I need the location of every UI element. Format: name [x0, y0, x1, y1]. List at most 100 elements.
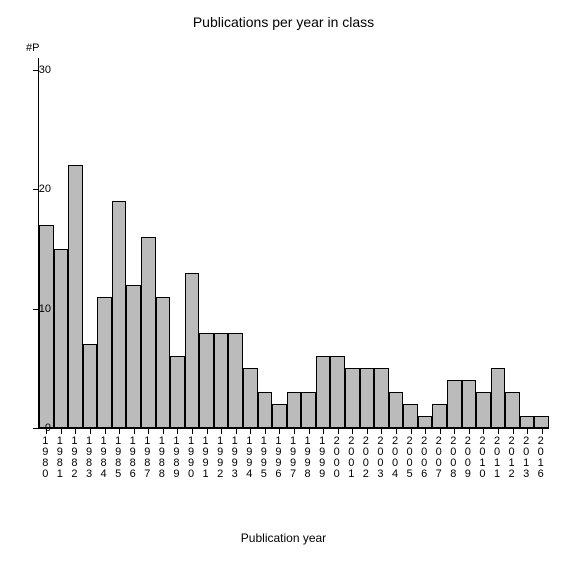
x-tick-label: 2010 [476, 436, 488, 480]
bar [432, 404, 447, 428]
x-tick-label: 2009 [462, 436, 474, 480]
x-tick-label: 2007 [433, 436, 445, 480]
x-tick-label: 1993 [229, 436, 241, 480]
x-tick [279, 428, 280, 434]
bar [170, 356, 185, 428]
x-tick-label: 2004 [389, 436, 401, 480]
x-tick-label: 1980 [39, 436, 51, 480]
x-tick-label: 1999 [316, 436, 328, 480]
bar [258, 392, 273, 428]
x-tick [90, 428, 91, 434]
x-tick-label: 2005 [404, 436, 416, 480]
x-tick-label: 1994 [243, 436, 255, 480]
x-axis-label: Publication year [0, 531, 567, 545]
bar [301, 392, 316, 428]
x-tick [148, 428, 149, 434]
bar [534, 416, 549, 428]
y-tick [33, 428, 39, 429]
x-tick [498, 428, 499, 434]
bar [97, 297, 112, 428]
bar [462, 380, 477, 428]
bar [156, 297, 171, 428]
bar [68, 165, 83, 428]
x-tick [381, 428, 382, 434]
y-tick-label: 20 [39, 183, 51, 195]
x-tick [527, 428, 528, 434]
bar-chart: Publications per year in class #P Public… [0, 0, 567, 567]
x-tick-label: 1981 [54, 436, 66, 480]
x-tick [221, 428, 222, 434]
x-tick-label: 1998 [302, 436, 314, 480]
x-tick [207, 428, 208, 434]
x-tick-label: 1997 [287, 436, 299, 480]
bar [287, 392, 302, 428]
bar [112, 201, 127, 428]
bar [272, 404, 287, 428]
x-tick-label: 1986 [127, 436, 139, 480]
bar [228, 333, 243, 428]
x-tick [134, 428, 135, 434]
bar [243, 368, 258, 428]
x-tick-label: 2011 [491, 436, 503, 480]
x-tick-label: 2002 [360, 436, 372, 480]
bar [141, 237, 156, 428]
y-hash-label: #P [26, 42, 39, 54]
bar [360, 368, 375, 428]
bar [316, 356, 331, 428]
plot-area [38, 58, 549, 429]
x-tick [61, 428, 62, 434]
bar [330, 356, 345, 428]
bar [476, 392, 491, 428]
x-tick-label: 2003 [374, 436, 386, 480]
bar [345, 368, 360, 428]
x-tick [163, 428, 164, 434]
x-tick-label: 2008 [447, 436, 459, 480]
x-tick-label: 2012 [506, 436, 518, 480]
x-tick [105, 428, 106, 434]
bar [54, 249, 69, 428]
x-tick [440, 428, 441, 434]
x-tick [236, 428, 237, 434]
x-tick-label: 1989 [170, 436, 182, 480]
x-tick-label: 1985 [112, 436, 124, 480]
x-tick-label: 1996 [272, 436, 284, 480]
x-tick-label: 1983 [83, 436, 95, 480]
x-tick [469, 428, 470, 434]
x-tick-label: 2013 [520, 436, 532, 480]
x-tick-label: 1990 [185, 436, 197, 480]
x-tick-label: 1988 [156, 436, 168, 480]
x-tick-label: 1991 [200, 436, 212, 480]
x-tick [454, 428, 455, 434]
bar [126, 285, 141, 428]
x-tick [294, 428, 295, 434]
x-tick [265, 428, 266, 434]
x-tick-label: 2016 [535, 436, 547, 480]
y-tick-label: 10 [39, 303, 51, 315]
x-tick [513, 428, 514, 434]
y-tick-label: 30 [39, 64, 51, 76]
x-tick-label: 1984 [98, 436, 110, 480]
bar [520, 416, 535, 428]
x-tick [396, 428, 397, 434]
chart-title: Publications per year in class [0, 14, 567, 30]
x-tick [425, 428, 426, 434]
x-tick [483, 428, 484, 434]
bar [447, 380, 462, 428]
bar [199, 333, 214, 428]
x-tick [192, 428, 193, 434]
bar [389, 392, 404, 428]
x-tick-label: 1987 [141, 436, 153, 480]
x-tick [367, 428, 368, 434]
x-tick-label: 2000 [331, 436, 343, 480]
bar [214, 333, 229, 428]
bar [505, 392, 520, 428]
x-tick-label: 1982 [68, 436, 80, 480]
bar [418, 416, 433, 428]
x-tick-label: 2006 [418, 436, 430, 480]
x-tick [338, 428, 339, 434]
x-tick [309, 428, 310, 434]
x-tick [250, 428, 251, 434]
x-tick [411, 428, 412, 434]
x-tick [75, 428, 76, 434]
bar [39, 225, 54, 428]
